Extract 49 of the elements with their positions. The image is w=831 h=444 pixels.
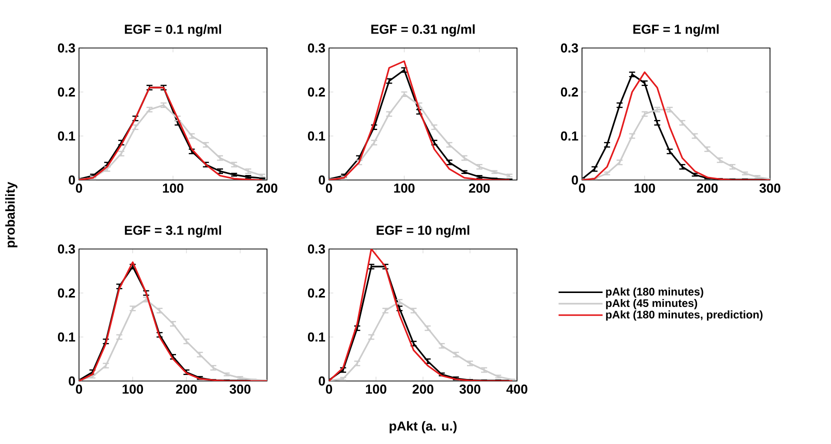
y-tick-label: 0.3 xyxy=(58,244,76,254)
y-tick-label: 0 xyxy=(318,175,325,185)
x-tick-label: 200 xyxy=(176,384,197,394)
x-tick-label: 0 xyxy=(326,384,332,394)
y-tick-label: 0 xyxy=(68,376,75,386)
x-tick-label: 0 xyxy=(578,184,586,193)
y-tick-label: 0.3 xyxy=(58,43,76,53)
x-tick-label: 100 xyxy=(366,384,386,394)
legend-label: pAkt (45 minutes) xyxy=(606,298,698,310)
x-axis-title: pAkt (a. u.) xyxy=(390,421,457,434)
x-tick-label: 300 xyxy=(459,384,480,394)
y-tick-label: 0.1 xyxy=(58,131,76,141)
x-tick-label: 200 xyxy=(696,184,718,193)
chart-title: EGF = 0.31 ng/ml xyxy=(371,24,475,36)
y-tick-label: 0.3 xyxy=(308,43,326,53)
y-tick-label: 0.2 xyxy=(308,288,325,298)
chart-title: EGF = 10 ng/ml xyxy=(376,225,470,238)
y-tick-label: 0.2 xyxy=(308,87,325,97)
x-tick-label: 200 xyxy=(469,184,490,193)
x-tick-label: 0 xyxy=(76,184,82,193)
x-tick-label: 400 xyxy=(506,384,528,394)
x-tick-label: 100 xyxy=(634,184,655,193)
x-tick-label: 100 xyxy=(394,184,415,193)
x-tick-label: 300 xyxy=(230,384,250,394)
x-tick-label: 100 xyxy=(122,384,144,394)
x-tick-label: 200 xyxy=(256,184,278,193)
legend-label: pAkt (180 minutes, prediction) xyxy=(606,310,763,321)
y-axis-title: probability xyxy=(5,182,18,248)
y-tick-label: 0.1 xyxy=(308,332,326,342)
chart-title: EGF = 0.1 ng/ml xyxy=(124,24,222,36)
y-tick-label: 0.2 xyxy=(58,288,75,298)
y-tick-label: 0 xyxy=(68,175,75,185)
chart-title: EGF = 1 ng/ml xyxy=(633,24,719,36)
y-tick-label: 0.2 xyxy=(58,87,75,97)
x-tick-label: 0 xyxy=(326,184,332,193)
y-tick-label: 0.2 xyxy=(560,87,578,97)
y-tick-label: 0.1 xyxy=(308,131,326,141)
y-tick-label: 0.3 xyxy=(560,43,578,53)
x-tick-label: 100 xyxy=(162,184,184,193)
x-tick-label: 200 xyxy=(412,384,434,394)
chart-title: EGF = 3.1 ng/ml xyxy=(124,225,222,238)
y-tick-label: 0 xyxy=(318,376,325,386)
y-tick-label: 0.3 xyxy=(308,244,326,254)
x-tick-label: 300 xyxy=(759,184,780,193)
legend-label: pAkt (180 minutes) xyxy=(606,288,704,298)
y-tick-label: 0 xyxy=(572,175,578,185)
x-tick-label: 0 xyxy=(76,384,82,394)
y-tick-label: 0.1 xyxy=(560,131,578,141)
y-tick-label: 0.1 xyxy=(58,332,76,342)
